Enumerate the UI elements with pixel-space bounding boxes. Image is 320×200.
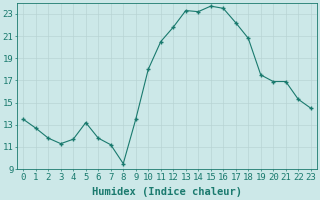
X-axis label: Humidex (Indice chaleur): Humidex (Indice chaleur) <box>92 187 242 197</box>
